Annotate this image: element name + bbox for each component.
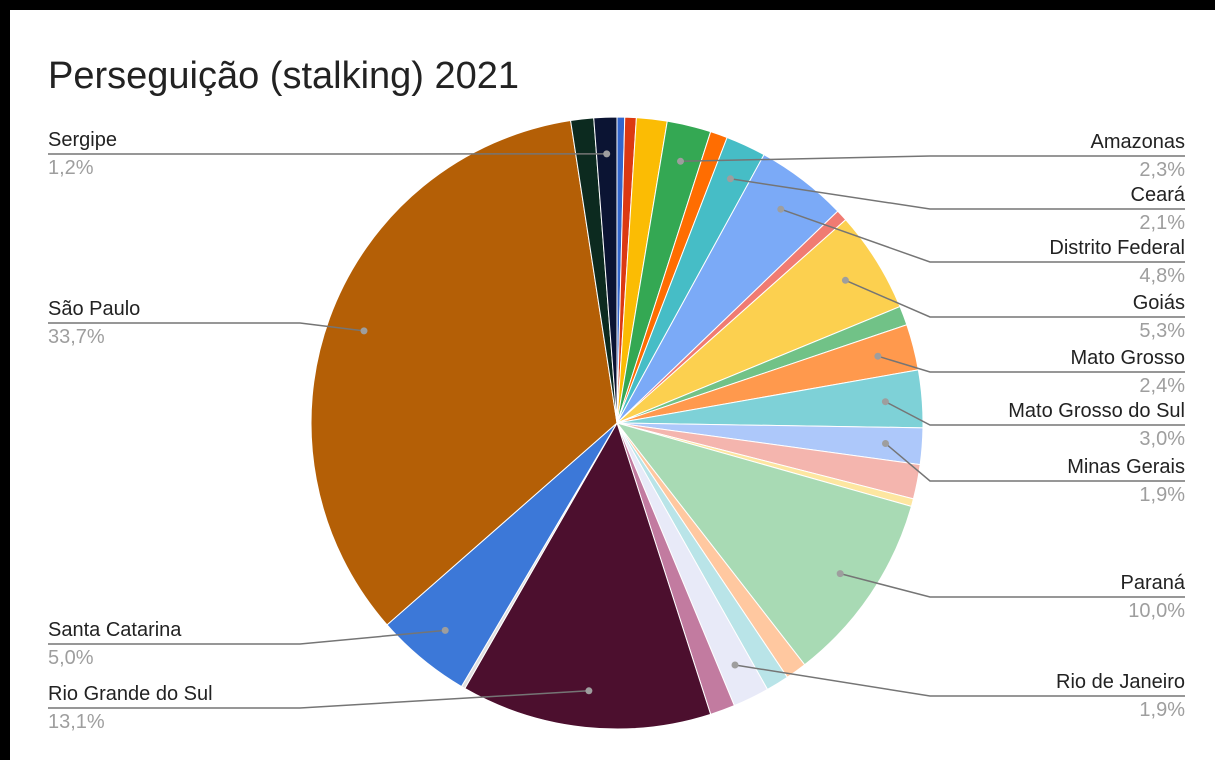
slice-label-percent: 2,1% [1139, 212, 1185, 234]
callout-dot [881, 398, 889, 406]
callout-dot [726, 175, 734, 183]
slice-label-name: Rio de Janeiro [1056, 671, 1185, 693]
slice-label-percent: 2,3% [1139, 159, 1185, 181]
slice-label-percent: 5,3% [1139, 320, 1185, 342]
chart-title: Perseguição (stalking) 2021 [48, 55, 519, 97]
callout-dot [874, 352, 882, 360]
slice-label-name: Mato Grosso do Sul [1008, 400, 1185, 422]
slice-label-percent: 33,7% [48, 326, 105, 348]
callout-line [845, 279, 1185, 318]
callout-sergipe: Sergipe 1,2% [48, 129, 611, 179]
slice-label-percent: 4,8% [1139, 265, 1185, 287]
slice-label-name: Sergipe [48, 129, 117, 151]
slice-label-name: Ceará [1131, 184, 1186, 206]
slice-label-name: São Paulo [48, 298, 140, 320]
callout-dot [841, 276, 849, 284]
slice-label-percent: 1,9% [1139, 484, 1185, 506]
callout-dot [603, 150, 611, 158]
callout-dot [836, 570, 844, 578]
callout-line [48, 629, 446, 645]
pie-chart: Perseguição (stalking) 2021 Amazonas 2,3%… [48, 55, 1186, 733]
callout-goias: Goiás 5,3% [841, 276, 1185, 342]
slice-label-percent: 13,1% [48, 711, 105, 733]
slice-label-name: Amazonas [1091, 131, 1186, 153]
callout-line [734, 664, 1185, 697]
callout-santa-catarina: Santa Catarina 5,0% [48, 619, 449, 669]
callout-line [730, 178, 1185, 210]
callout-sao-paulo: São Paulo 33,7% [48, 298, 368, 348]
callout-line [680, 155, 1185, 163]
callout-line [48, 322, 365, 332]
callout-mato-grosso: Mato Grosso 2,4% [874, 347, 1185, 397]
callout-ceara: Ceará 2,1% [726, 175, 1186, 234]
slice-label-name: Rio Grande do Sul [48, 683, 213, 705]
callout-mato-grosso-do-sul: Mato Grosso do Sul 3,0% [881, 398, 1185, 450]
slice-label-percent: 10,0% [1128, 600, 1185, 622]
callout-line [885, 442, 1185, 482]
callout-minas-gerais: Minas Gerais 1,9% [882, 440, 1185, 506]
slice-sergipe[interactable] [593, 116, 618, 424]
slice-label-percent: 2,4% [1139, 375, 1185, 397]
callout-dot [882, 440, 889, 447]
callout-dot [441, 626, 449, 634]
callout-dot [777, 205, 785, 213]
callout-distrito-federal: Distrito Federal 4,8% [777, 205, 1185, 287]
callout-rio-de-janeiro: Rio de Janeiro 1,9% [731, 661, 1185, 721]
callout-dot [677, 157, 684, 165]
callout-line [840, 572, 1185, 598]
slice-sao-paulo[interactable] [310, 119, 618, 626]
callout-line [877, 355, 1185, 373]
slice-label-name: Minas Gerais [1067, 456, 1185, 478]
chart-frame: Perseguição (stalking) 2021 Amazonas 2,3%… [10, 10, 1215, 760]
slice-label-percent: 1,2% [48, 157, 94, 179]
callout-dot [585, 687, 593, 695]
callout-line [780, 208, 1185, 263]
callout-parana: Paraná 10,0% [836, 570, 1186, 622]
slice-rio-grande-do-sul[interactable] [464, 421, 712, 730]
callout-dot [360, 327, 368, 335]
callout-rio-grande-do-sul: Rio Grande do Sul 13,1% [48, 683, 593, 733]
slice-label-name: Mato Grosso [1071, 347, 1185, 369]
slice-label-name: Santa Catarina [48, 619, 182, 641]
callout-line [885, 401, 1185, 426]
pie-slices [310, 116, 924, 730]
slice-label-percent: 5,0% [48, 647, 94, 669]
slice-parana[interactable] [615, 422, 913, 666]
slice-callouts: Amazonas 2,3% Ceará 2,1% Distrito Federal 4,8… [48, 129, 1186, 733]
slice-label-name: Distrito Federal [1049, 237, 1185, 259]
callout-line [48, 690, 589, 709]
slice-label-percent: 1,9% [1139, 699, 1185, 721]
slice-label-name: Paraná [1121, 572, 1186, 594]
slice-label-percent: 3,0% [1139, 428, 1185, 450]
callout-amazonas: Amazonas 2,3% [677, 131, 1185, 181]
callout-dot [731, 661, 739, 669]
slice-label-name: Goiás [1133, 292, 1185, 314]
